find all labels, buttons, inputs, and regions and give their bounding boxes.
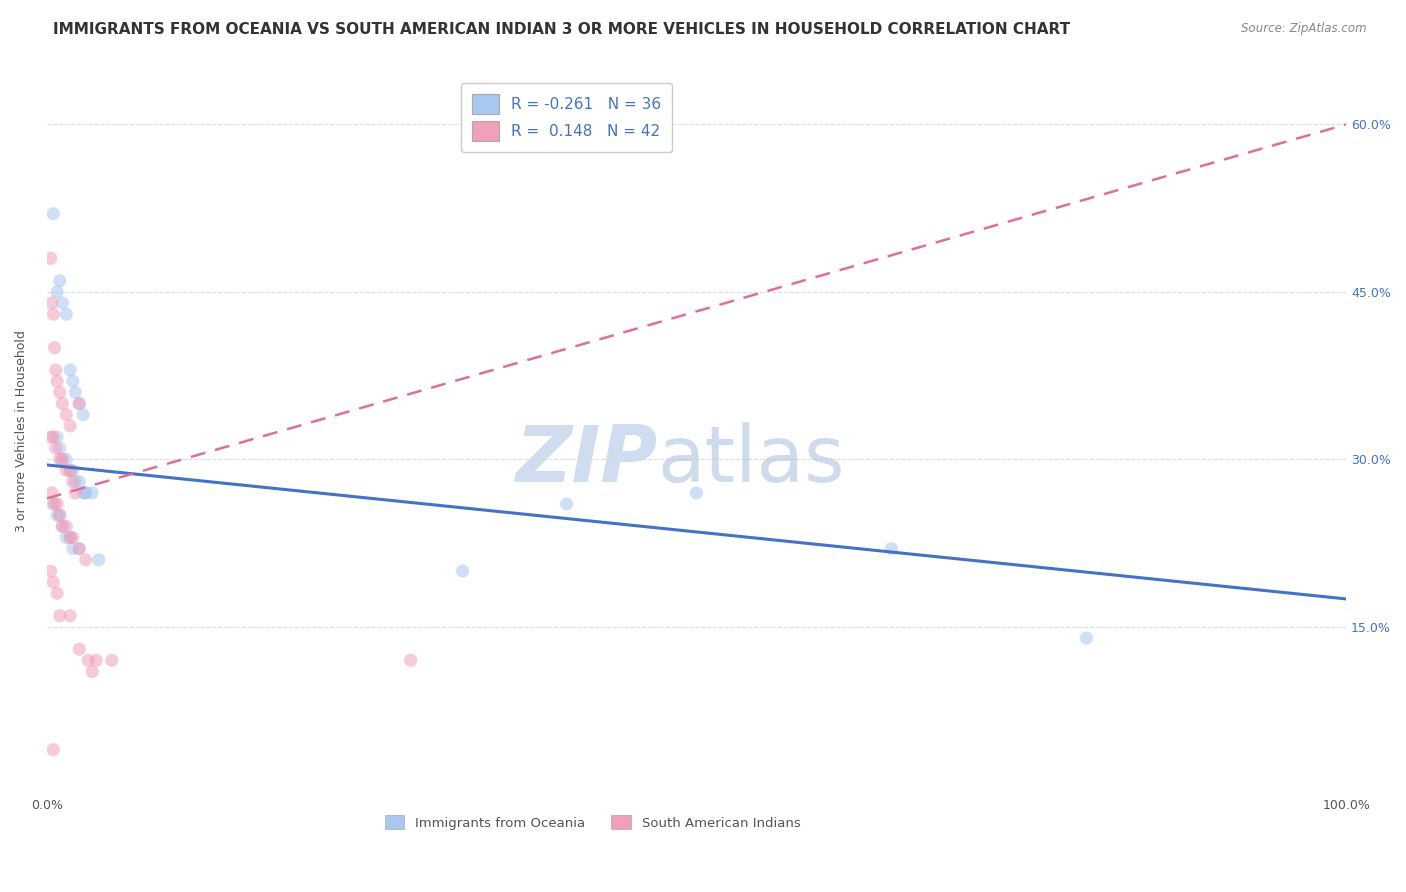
Point	[67, 541, 90, 556]
Point	[48, 452, 70, 467]
Point	[67, 475, 90, 489]
Point	[72, 486, 94, 500]
Point	[59, 531, 82, 545]
Point	[39, 564, 62, 578]
Point	[59, 463, 82, 477]
Point	[39, 430, 62, 444]
Legend: Immigrants from Oceania, South American Indians: Immigrants from Oceania, South American …	[380, 810, 806, 835]
Point	[555, 497, 578, 511]
Point	[59, 608, 82, 623]
Point	[62, 541, 84, 556]
Point	[62, 463, 84, 477]
Point	[67, 541, 90, 556]
Point	[59, 531, 82, 545]
Text: atlas: atlas	[658, 423, 845, 499]
Point	[75, 486, 97, 500]
Point	[55, 408, 77, 422]
Point	[46, 430, 69, 444]
Point	[45, 363, 67, 377]
Point	[62, 531, 84, 545]
Point	[42, 307, 65, 321]
Point	[51, 396, 73, 410]
Point	[72, 408, 94, 422]
Point	[48, 608, 70, 623]
Point	[59, 418, 82, 433]
Y-axis label: 3 or more Vehicles in Household: 3 or more Vehicles in Household	[15, 331, 28, 533]
Point	[55, 452, 77, 467]
Point	[1076, 631, 1098, 645]
Point	[41, 296, 63, 310]
Point	[44, 341, 66, 355]
Point	[67, 396, 90, 410]
Point	[46, 586, 69, 600]
Point	[77, 653, 100, 667]
Point	[42, 575, 65, 590]
Point	[880, 541, 903, 556]
Point	[44, 497, 66, 511]
Point	[42, 742, 65, 756]
Point	[82, 665, 104, 679]
Point	[67, 642, 90, 657]
Point	[51, 452, 73, 467]
Point	[399, 653, 422, 667]
Point	[39, 252, 62, 266]
Point	[55, 463, 77, 477]
Text: ZIP: ZIP	[515, 423, 658, 499]
Point	[42, 430, 65, 444]
Point	[84, 653, 107, 667]
Point	[51, 452, 73, 467]
Point	[75, 486, 97, 500]
Point	[62, 374, 84, 388]
Point	[65, 475, 87, 489]
Point	[42, 207, 65, 221]
Point	[75, 553, 97, 567]
Point	[48, 508, 70, 523]
Point	[45, 441, 67, 455]
Point	[51, 519, 73, 533]
Point	[100, 653, 122, 667]
Point	[55, 307, 77, 321]
Point	[48, 274, 70, 288]
Point	[59, 363, 82, 377]
Text: IMMIGRANTS FROM OCEANIA VS SOUTH AMERICAN INDIAN 3 OR MORE VEHICLES IN HOUSEHOLD: IMMIGRANTS FROM OCEANIA VS SOUTH AMERICA…	[53, 22, 1070, 37]
Point	[41, 486, 63, 500]
Point	[46, 497, 69, 511]
Point	[67, 396, 90, 410]
Point	[65, 486, 87, 500]
Point	[46, 285, 69, 299]
Point	[46, 508, 69, 523]
Point	[451, 564, 474, 578]
Point	[48, 508, 70, 523]
Point	[87, 553, 110, 567]
Point	[42, 497, 65, 511]
Point	[59, 463, 82, 477]
Point	[62, 475, 84, 489]
Point	[51, 296, 73, 310]
Point	[48, 441, 70, 455]
Point	[65, 385, 87, 400]
Point	[46, 374, 69, 388]
Point	[55, 519, 77, 533]
Text: Source: ZipAtlas.com: Source: ZipAtlas.com	[1241, 22, 1367, 36]
Point	[48, 385, 70, 400]
Point	[82, 486, 104, 500]
Point	[55, 531, 77, 545]
Point	[685, 486, 707, 500]
Point	[51, 519, 73, 533]
